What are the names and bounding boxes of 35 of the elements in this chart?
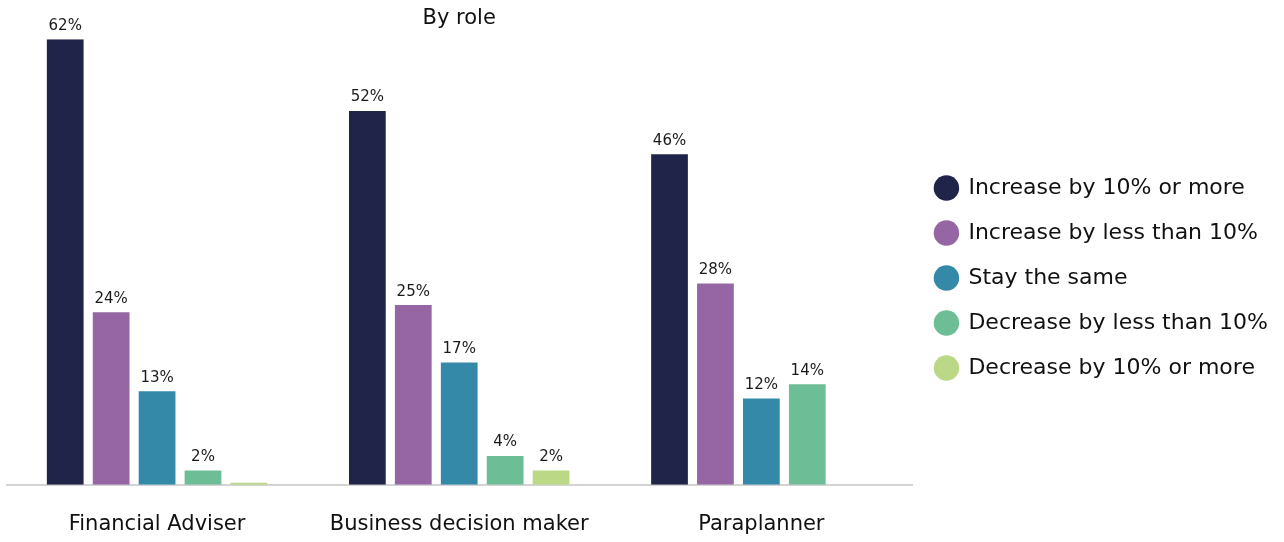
bar [440, 362, 478, 485]
legend-label: Decrease by less than 10% [968, 308, 1269, 334]
legend-label: Decrease by 10% or more [968, 353, 1255, 379]
legend-label: Stay the same [968, 263, 1128, 289]
data-label: 52% [350, 87, 385, 106]
x-tick-label: Paraplanner [698, 510, 825, 535]
data-label: 13% [140, 367, 174, 386]
bar [788, 384, 826, 485]
bar [486, 456, 524, 485]
data-label: 2% [539, 446, 563, 465]
data-label: 46% [652, 130, 687, 149]
x-tick-label: Financial Adviser [68, 510, 246, 535]
x-tick-label: Business decision maker [329, 510, 589, 535]
data-label: 25% [396, 281, 430, 300]
data-label: 62% [48, 15, 82, 34]
data-label: 14% [790, 360, 824, 379]
data-label: 12% [744, 374, 779, 393]
bar [138, 391, 176, 485]
bar [394, 305, 432, 485]
data-label: 2% [191, 446, 215, 465]
bar [651, 154, 688, 485]
data-label: 17% [442, 339, 476, 358]
legend-label: Increase by less than 10% [968, 218, 1258, 244]
bar [46, 39, 84, 485]
bar [697, 283, 734, 485]
data-label: 24% [94, 288, 128, 307]
bar [742, 398, 780, 485]
bar [348, 111, 386, 485]
chart-title: By role [422, 5, 496, 30]
bar [92, 312, 130, 485]
bar [532, 470, 570, 485]
bar [184, 470, 222, 485]
data-label: 28% [698, 259, 733, 278]
legend-label: Increase by 10% or more [968, 173, 1245, 199]
data-label: 4% [493, 432, 518, 451]
